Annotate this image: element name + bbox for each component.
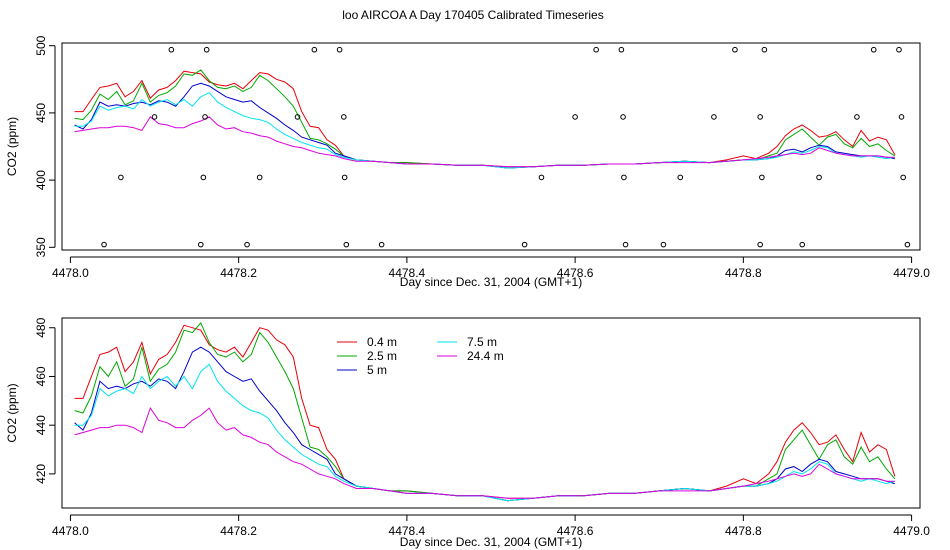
panel-bottom-x-tick-label: 4478.4 bbox=[389, 524, 426, 538]
panel-top-scatter-point bbox=[898, 114, 905, 120]
panel-top-scatter-point bbox=[757, 114, 763, 120]
panel-top-x-tick-label: 4478.6 bbox=[557, 266, 594, 280]
legend-label: 24.4 m bbox=[467, 349, 504, 363]
panel-top-scatter-point bbox=[168, 46, 175, 53]
panel-bottom-x-tick-label: 4478.2 bbox=[220, 524, 257, 538]
panel-top-scatter-point bbox=[118, 174, 124, 181]
panel-bottom-series-line-7-5-m bbox=[74, 363, 895, 502]
panel-top-scatter-point bbox=[521, 241, 528, 248]
panel-top-scatter-point bbox=[572, 114, 578, 120]
panel-top-scatter-point bbox=[799, 241, 806, 248]
panel-top-scatter-point bbox=[256, 174, 263, 181]
panel-top-scatter-point bbox=[761, 46, 768, 53]
chart-title: loo AIRCOA A Day 170405 Calibrated Times… bbox=[342, 8, 603, 22]
legend-label: 7.5 m bbox=[467, 335, 497, 349]
panel-top-scatter-point bbox=[854, 114, 860, 120]
panel-bottom-y-tick-label: 480 bbox=[34, 317, 48, 337]
panel-top-scatter-point bbox=[294, 114, 301, 120]
panel-top-scatter-point bbox=[677, 174, 684, 181]
panel-top-scatter-point bbox=[343, 241, 350, 248]
panel-top-x-tick-label: 4478.2 bbox=[220, 266, 257, 280]
panel-top-scatter-point bbox=[622, 241, 629, 248]
panel-top-scatter-point bbox=[900, 174, 906, 181]
panel-top-scatter-point bbox=[593, 46, 599, 53]
panel-bottom-x-axis-label: Day since Dec. 31, 2004 (GMT+1) bbox=[400, 535, 582, 549]
panel-top-scatter-point bbox=[340, 114, 347, 120]
panel-top-series-line-0-4-m bbox=[74, 70, 896, 168]
panel-top-scatter-point bbox=[732, 46, 738, 53]
panel-top-scatter-point bbox=[904, 241, 911, 248]
panel-top-x-tick-label: 4478.0 bbox=[52, 266, 89, 280]
panel-top-scatter-point bbox=[538, 174, 545, 181]
panel-bottom-x-tick-label: 4478.8 bbox=[725, 524, 762, 538]
panel-top-scatter-point bbox=[816, 174, 822, 181]
panel-bottom-y-tick-label: 440 bbox=[34, 415, 48, 435]
panel-top-scatter-point bbox=[197, 241, 204, 248]
panel-top-scatter-point bbox=[101, 241, 107, 248]
panel-top-y-tick-label: 350 bbox=[34, 237, 48, 257]
panel-bottom-plot-frame bbox=[61, 317, 921, 509]
panel-bottom-y-tick-label: 460 bbox=[34, 366, 48, 386]
panel-bottom-x-tick-label: 4479.0 bbox=[893, 524, 930, 538]
panel-bottom-series-line-24-4-m bbox=[74, 407, 895, 499]
panel-top-x-tick-label: 4479.0 bbox=[893, 266, 930, 280]
panel-top-series-line-7-5-m bbox=[74, 92, 895, 169]
panel-top-y-tick-label: 400 bbox=[34, 170, 48, 190]
panel-top-scatter-point bbox=[378, 241, 385, 248]
panel-top-scatter-point bbox=[620, 114, 626, 120]
panel-top-x-tick-label: 4478.4 bbox=[389, 266, 426, 280]
legend-label: 0.4 m bbox=[367, 335, 397, 349]
panel-top-scatter-point bbox=[618, 46, 625, 53]
panel-top-x-tick-label: 4478.8 bbox=[725, 266, 762, 280]
panel-top-scatter-point bbox=[151, 114, 158, 120]
panel-top-scatter-point bbox=[203, 46, 210, 53]
panel-top-scatter-point bbox=[336, 46, 343, 53]
panel-top-scatter-point bbox=[711, 114, 717, 120]
panel-top-scatter-point bbox=[244, 241, 250, 248]
panel-top-scatter-point bbox=[200, 174, 207, 181]
panel-bottom-y-axis-label: CO2 (ppm) bbox=[5, 383, 19, 442]
panel-top-scatter-point bbox=[621, 174, 627, 181]
panel-top-scatter-point bbox=[759, 174, 765, 181]
panel-top-scatter-point bbox=[870, 46, 877, 53]
panel-top-y-tick-label: 500 bbox=[34, 35, 48, 55]
panel-top-scatter-point bbox=[896, 46, 902, 53]
legend-label: 5 m bbox=[367, 363, 387, 377]
panel-bottom-x-tick-label: 4478.6 bbox=[557, 524, 594, 538]
panel-top-scatter-point bbox=[341, 174, 348, 181]
panel-top-series-line-24-4-m bbox=[74, 116, 895, 168]
panel-top-y-axis-label: CO2 (ppm) bbox=[5, 117, 19, 176]
panel-top-plot-frame bbox=[61, 42, 921, 251]
panel-bottom-series-line-5-m bbox=[74, 346, 895, 502]
panel-top-scatter-point bbox=[757, 241, 763, 248]
legend-label: 2.5 m bbox=[367, 349, 397, 363]
panel-top-y-tick-label: 450 bbox=[34, 103, 48, 123]
panel-top-scatter-point bbox=[311, 46, 318, 53]
panel-top-scatter-point bbox=[202, 114, 208, 120]
panel-bottom-y-tick-label: 420 bbox=[34, 464, 48, 484]
panel-bottom-x-tick-label: 4478.0 bbox=[52, 524, 89, 538]
panel-top-x-axis-label: Day since Dec. 31, 2004 (GMT+1) bbox=[400, 275, 582, 289]
panel-top-scatter-point bbox=[660, 241, 667, 248]
